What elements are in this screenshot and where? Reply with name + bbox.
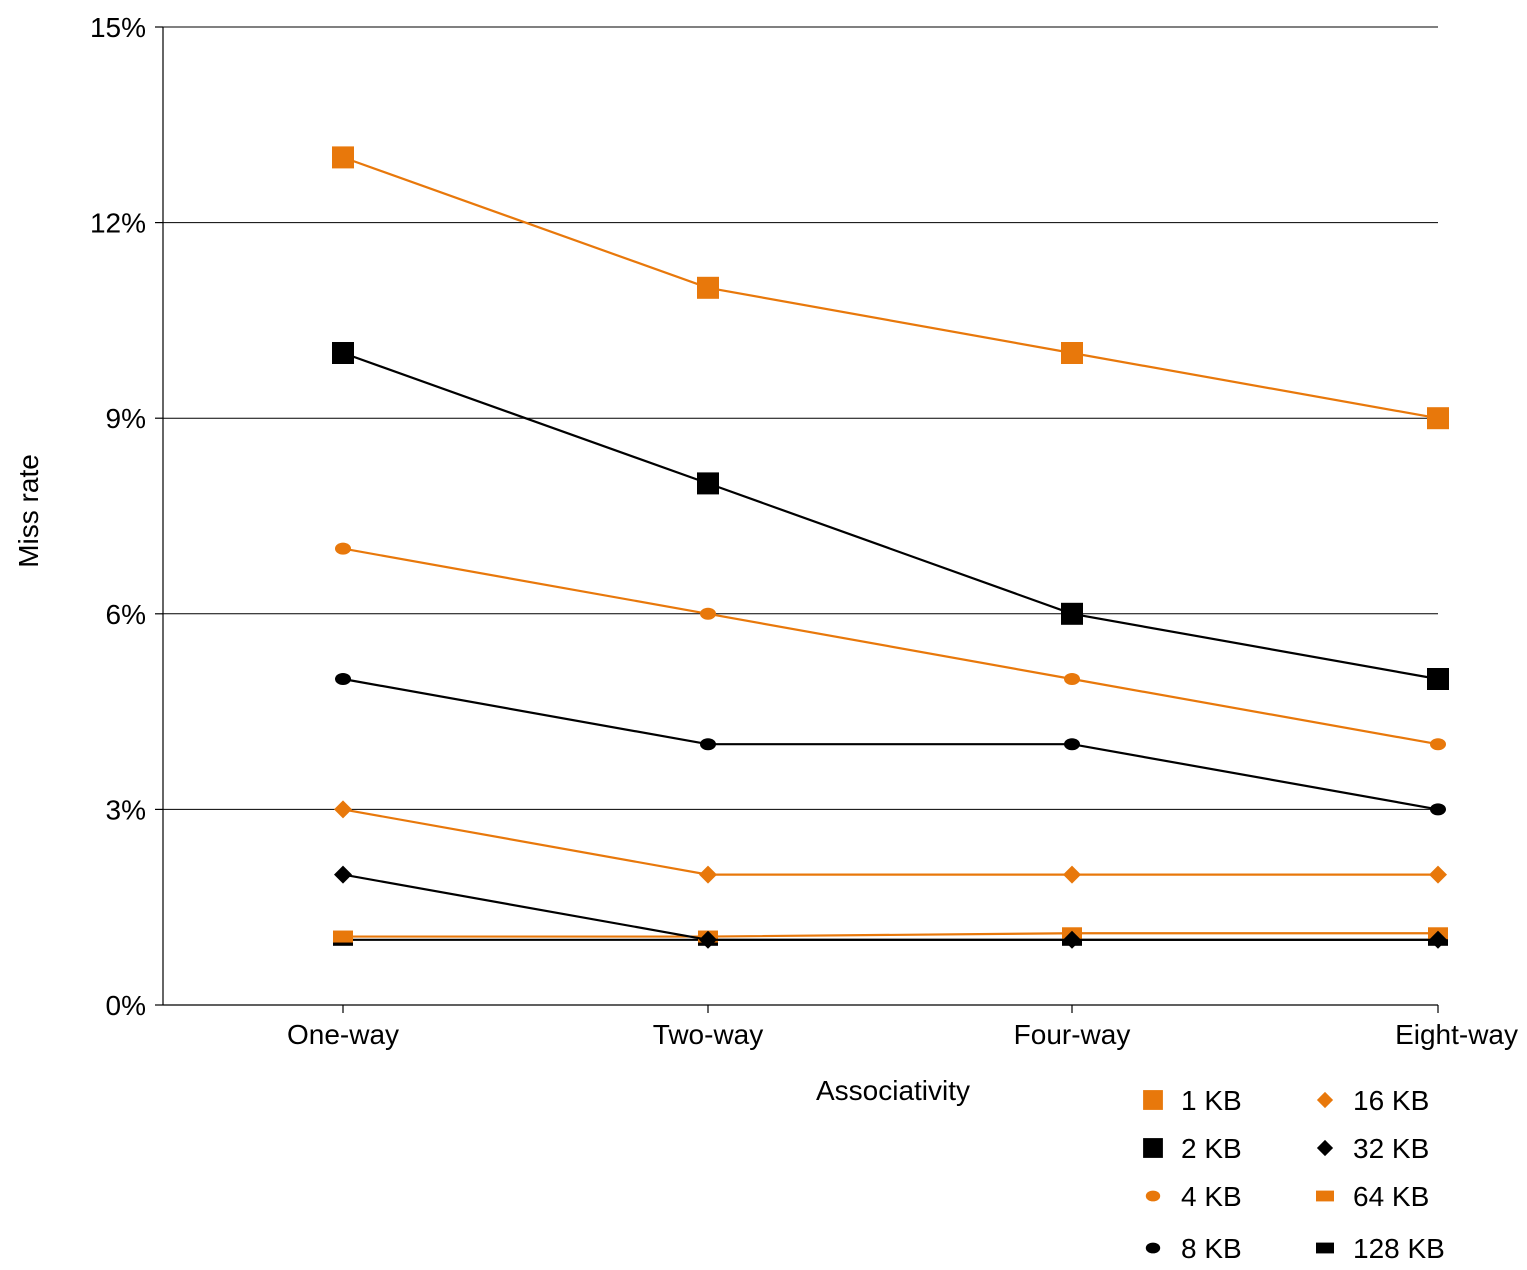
data-point [1063,865,1081,884]
legend-swatch [1316,1139,1334,1157]
y-tick-labels: 0% 3% 6% 9% 12% 15% [90,12,146,1021]
legend: 1 KB 2 KB 4 KB 8 KB 16 KB 32 KB 64 KB 128 KB [1143,1085,1445,1264]
y-tick-label: 9% [106,403,146,434]
x-tick-label: Two-way [653,1019,763,1050]
legend-swatch [1316,1091,1334,1109]
series-lines [332,146,1449,949]
data-point [700,738,716,751]
data-point [332,342,354,364]
legend-label: 1 KB [1181,1085,1242,1116]
legend-item-2-kb: 2 KB [1143,1133,1242,1164]
legend-label: 128 KB [1353,1233,1445,1264]
data-point [699,865,717,884]
series-line [342,156,1439,420]
legend-item-4-kb: 4 KB [1145,1181,1242,1212]
x-tick-label: Eight-way [1395,1019,1518,1050]
legend-label: 64 KB [1353,1181,1429,1212]
legend-item-1-kb: 1 KB [1143,1085,1242,1116]
data-point [335,673,351,685]
data-point [335,542,351,555]
data-point [334,865,352,884]
y-tick-label: 12% [90,208,146,239]
series-line [342,351,1439,681]
legend-item-32-kb: 32 KB [1316,1133,1429,1164]
legend-swatch [1143,1138,1163,1158]
legend-label: 8 KB [1181,1233,1242,1264]
x-axis-label: Associativity [816,1075,970,1106]
legend-swatch [1316,1242,1334,1254]
series-32-kb [334,865,1447,949]
data-point [334,800,352,819]
data-point [333,930,353,943]
legend-swatch [1143,1090,1163,1110]
data-point [1061,602,1083,625]
data-point [1429,930,1447,949]
grid-lines [155,26,1438,1006]
series-4-kb [335,542,1446,751]
data-point [699,930,717,949]
y-axis-label: Miss rate [13,454,44,568]
data-point [1064,673,1080,685]
series-line [343,932,1438,938]
data-point [1063,930,1081,949]
legend-item-64-kb: 64 KB [1316,1181,1429,1212]
y-tick-label: 3% [106,794,146,825]
x-tick-label: Four-way [1014,1019,1131,1050]
series-2-kb [332,342,1449,690]
legend-label: 2 KB [1181,1133,1242,1164]
legend-swatch [1316,1190,1334,1202]
data-point [332,146,354,169]
legend-label: 32 KB [1353,1133,1429,1164]
data-point [1427,407,1449,430]
legend-label: 16 KB [1353,1085,1429,1116]
data-point [1427,668,1449,690]
data-point [1429,865,1447,884]
series-16-kb [334,800,1447,884]
data-point [1430,803,1446,816]
legend-swatch [1145,1190,1161,1202]
x-tick-labels: One-way Two-way Four-way Eight-way [287,1005,1518,1050]
legend-item-128-kb: 128 KB [1316,1233,1445,1264]
y-tick-label: 6% [106,599,146,630]
series-line [342,677,1439,811]
axes [162,27,1438,1006]
data-point [697,472,719,495]
data-point [1430,738,1446,751]
series-line [342,808,1438,876]
y-tick-label: 0% [106,990,146,1021]
series-line [342,873,1438,941]
legend-item-8-kb: 8 KB [1145,1233,1242,1264]
y-tick-label: 15% [90,12,146,43]
series-line [342,547,1439,746]
series-8-kb [335,673,1446,816]
data-point [697,276,719,299]
data-point [1064,738,1080,751]
x-tick-label: One-way [287,1019,399,1050]
data-point [1061,342,1083,364]
legend-label: 4 KB [1181,1181,1242,1212]
data-point [700,607,716,620]
series-1-kb [332,146,1449,430]
legend-item-16-kb: 16 KB [1316,1085,1429,1116]
legend-swatch [1145,1242,1161,1254]
